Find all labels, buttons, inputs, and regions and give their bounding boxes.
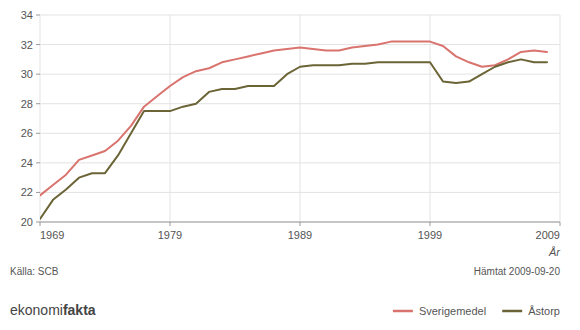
y-tick-label: 28 [21,98,33,110]
logo-part: fakta [63,302,96,318]
x-tick [170,222,171,226]
legend-swatch [393,310,413,313]
legend-swatch [502,310,522,313]
y-tick [36,103,40,104]
x-tick [560,222,561,226]
x-tick [40,222,41,226]
y-tick-label: 26 [21,127,33,139]
legend: Sverigemedel Åstorp [393,305,560,317]
y-tick [36,44,40,45]
x-tick [430,222,431,226]
logo-part: ekonomi [10,302,63,318]
y-tick [36,15,40,16]
plot-area [40,42,547,219]
x-tick-label: 1999 [418,229,442,241]
x-tick-label: 1979 [158,229,182,241]
axes: 20 22 24 26 28 30 32 34 1969 1979 1989 1999 2009 [21,9,560,241]
legend-item: Sverigemedel [393,305,486,317]
y-tick-label: 32 [21,39,33,51]
logo: ekonomifakta [10,302,96,318]
x-grid-line [430,15,431,222]
y-grid-line [40,222,560,223]
fetched-note: Hämtat 2009-09-20 [474,266,561,277]
x-axis-label: År [548,246,561,258]
y-tick-label: 30 [21,68,33,80]
x-axis-line [40,222,560,223]
y-tick-label: 34 [21,9,33,21]
y-tick [36,162,40,163]
legend-label: Åstorp [528,305,560,317]
legend-item: Åstorp [502,305,560,317]
x-tick [300,222,301,226]
x-grid-line [560,15,561,222]
y-tick [36,222,40,223]
source-note: Källa: SCB [10,266,59,277]
x-grid-line [170,15,171,222]
x-tick-label: 2009 [536,229,560,241]
legend-label: Sverigemedel [419,305,486,317]
series-line [40,42,547,196]
y-tick [36,133,40,134]
chart: 20 22 24 26 28 30 32 34 1969 1979 1989 1999 2009 År Kä… [0,0,580,330]
x-grid-line [40,15,41,222]
x-tick-label: 1989 [288,229,312,241]
series-line [40,59,547,219]
x-grid-line [300,15,301,222]
y-tick-label: 24 [21,157,33,169]
y-tick [36,192,40,193]
x-tick-label: 1969 [40,229,64,241]
y-tick [36,74,40,75]
grid [40,15,560,222]
y-tick-label: 20 [21,216,33,228]
y-tick-label: 22 [21,186,33,198]
